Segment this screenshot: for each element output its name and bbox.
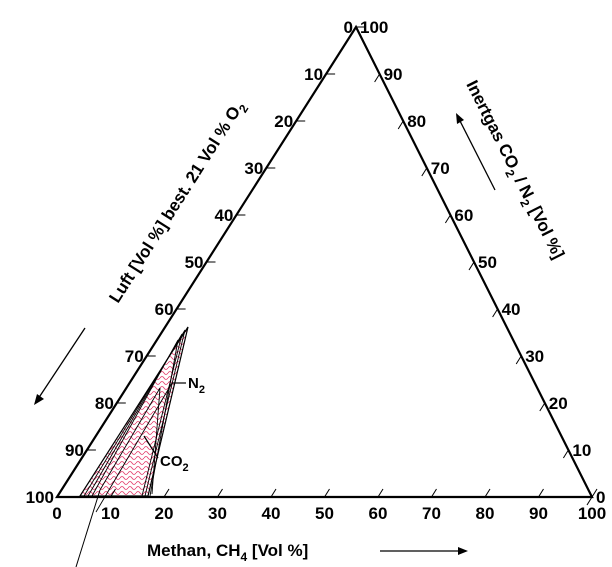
left-tick-label: 20 (274, 112, 293, 131)
right-tick-label: 20 (549, 394, 568, 413)
right-axis-arrowhead (456, 113, 464, 124)
left-tick-label: 50 (185, 253, 204, 272)
bottom-tick (110, 488, 116, 498)
right-tick-label: 60 (454, 206, 473, 225)
bottom-tick (377, 488, 384, 498)
right-tick (562, 449, 569, 459)
right-tick (539, 402, 546, 412)
right-tick-label: 40 (502, 300, 521, 319)
bottom-tick (56, 488, 63, 498)
left-axis-arrowhead (34, 394, 44, 405)
right-tick (515, 355, 522, 365)
left-axis-title: Luft [Vol %] best. 21 Vol % O2 (105, 97, 251, 308)
left-tick-label: 80 (95, 394, 114, 413)
bottom-tick (538, 488, 544, 498)
bottom-tick-label: 20 (155, 504, 174, 523)
n2-leader-line-2 (95, 382, 173, 513)
left-axis-arrow (35, 327, 86, 403)
bottom-ticks: 0 10 20 30 40 50 60 70 80 90 100 (52, 488, 606, 523)
right-tick (397, 120, 404, 130)
left-tick-label: 0 (344, 18, 353, 37)
bottom-tick-label: 50 (315, 504, 334, 523)
bottom-tick (324, 488, 330, 498)
bottom-tick-label: 0 (52, 504, 61, 523)
bottom-tick-label: 70 (422, 504, 441, 523)
right-tick-label: 50 (478, 253, 497, 272)
bottom-tick (591, 488, 598, 498)
n2-label: N2 (188, 375, 205, 396)
right-tick-label: 30 (525, 347, 544, 366)
bottom-tick (484, 488, 491, 498)
bottom-axis-arrowhead (458, 547, 468, 555)
bottom-tick-label: 10 (101, 504, 120, 523)
bottom-tick-label: 30 (208, 504, 227, 523)
left-tick-label: 10 (304, 65, 323, 84)
left-tick-label: 70 (125, 347, 144, 366)
right-tick-label: 70 (431, 159, 450, 178)
bottom-tick-label: 90 (529, 504, 548, 523)
right-tick-label: 90 (384, 65, 403, 84)
left-ticks: 0 10 20 30 40 50 60 70 80 90 100 (26, 18, 365, 507)
right-tick (586, 496, 593, 506)
right-tick-label: 100 (360, 18, 388, 37)
right-axis-title: Inertgas CO2 / N2 [Vol %] (459, 77, 568, 264)
left-tick-label: 100 (26, 488, 54, 507)
bottom-tick (163, 488, 170, 498)
right-tick (492, 308, 499, 318)
co2-label: CO2 (160, 453, 189, 474)
bottom-tick-label: 60 (369, 504, 388, 523)
right-tick (468, 261, 475, 271)
bottom-tick-label: 40 (262, 504, 281, 523)
right-tick-label: 10 (572, 441, 591, 460)
bottom-tick (217, 488, 223, 498)
bottom-tick (431, 488, 437, 498)
bottom-tick-label: 80 (476, 504, 495, 523)
bottom-axis-title: Methan, CH4 [Vol %] (147, 541, 308, 564)
right-tick (350, 26, 357, 36)
right-tick (374, 73, 381, 83)
right-tick (421, 167, 428, 177)
right-tick (444, 214, 451, 224)
bottom-tick (270, 488, 277, 498)
co2-leader-line (143, 435, 159, 459)
left-tick-label: 60 (155, 300, 174, 319)
right-tick-label: 80 (407, 112, 426, 131)
right-tick-label: 0 (596, 488, 605, 507)
right-axis-arrow (457, 116, 496, 191)
left-tick-label: 40 (214, 206, 233, 225)
bottom-tick-label: 100 (578, 504, 606, 523)
left-tick-label: 90 (65, 441, 84, 460)
left-tick-label: 30 (244, 159, 263, 178)
leader-line-bottom (75, 489, 101, 567)
region-contours (83, 329, 186, 497)
